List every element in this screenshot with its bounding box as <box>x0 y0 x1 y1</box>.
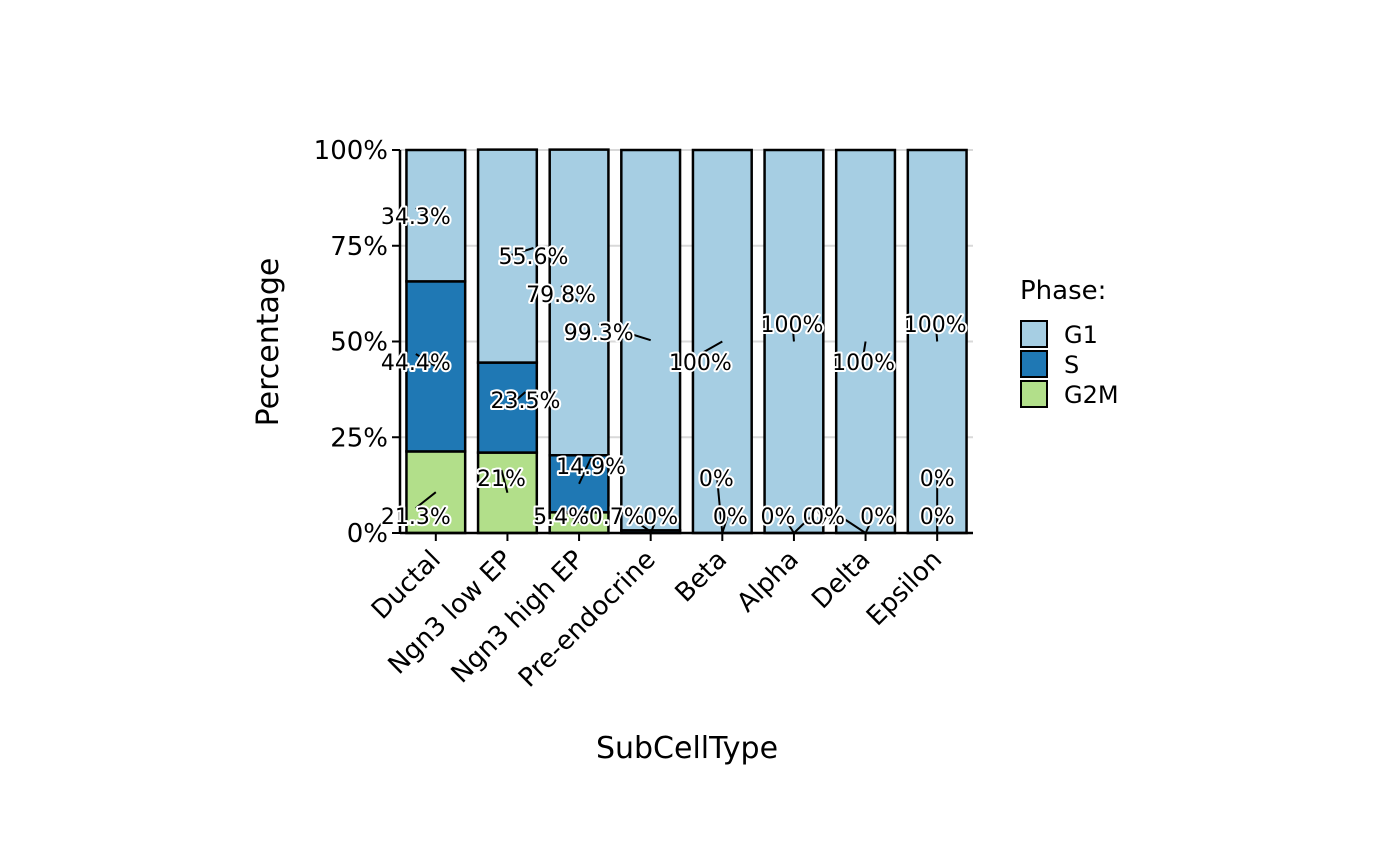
data-label-g2m: 21% <box>477 467 526 492</box>
data-label-g1: 99.3% <box>564 321 634 346</box>
y-tick-label: 100% <box>314 136 388 166</box>
label-leader-line <box>415 491 437 509</box>
x-tick-label: Beta <box>670 545 734 609</box>
data-label-g1: 100% <box>904 313 967 338</box>
label-leader-line <box>699 340 723 355</box>
data-label-g1: 100% <box>760 313 823 338</box>
y-tick-label: 75% <box>330 232 388 262</box>
x-tick-label: Alpha <box>731 545 804 618</box>
legend-label-s: S <box>1064 351 1079 379</box>
data-label-g2m: 21.3% <box>381 505 451 530</box>
data-label-s: 14.9% <box>556 455 626 480</box>
data-label-g2m: 0% <box>713 505 748 530</box>
data-label-s: 0% <box>810 505 845 530</box>
label-leader-line <box>649 507 662 534</box>
x-tick-label: Ngn3 low EP <box>383 545 519 681</box>
data-label-g2m: 0% <box>920 505 955 530</box>
data-label-g1: 55.6% <box>498 245 568 270</box>
legend-label-g2m: G2M <box>1064 381 1119 409</box>
data-label-g1: 79.8% <box>526 283 596 308</box>
legend-swatch-s <box>1020 350 1048 378</box>
data-label-s: 0% <box>760 505 795 530</box>
y-tick-label: 0% <box>347 519 388 549</box>
bar-g1-2 <box>548 148 610 457</box>
label-leader-line <box>507 247 534 258</box>
label-leader-line <box>721 507 732 534</box>
data-label-g2m: 0% <box>802 505 837 530</box>
data-label-s: 0.7% <box>589 505 645 530</box>
data-labels: 34.3% 44.4% 21.3% 55.6% 23.5% 21% 79.8% 14.9% 5.… <box>379 203 969 534</box>
label-leader-line <box>415 353 437 368</box>
data-label-g2m: 0% <box>860 505 895 530</box>
data-label-g2m: 0% <box>643 505 678 530</box>
data-label-g1: 100% <box>669 351 732 376</box>
data-label-s: 0% <box>920 467 955 492</box>
label-leader-line <box>715 469 724 534</box>
x-tick-label: Epsilon <box>861 545 948 632</box>
label-leader-line <box>864 507 879 534</box>
legend-swatch-g2m <box>1020 380 1048 408</box>
bars <box>405 148 968 535</box>
label-leader-line <box>616 507 652 533</box>
label-leader-line <box>790 315 795 342</box>
y-tick-label: 50% <box>330 328 388 358</box>
y-axis-title: Percentage <box>251 258 286 427</box>
legend-swatch-g1 <box>1020 320 1048 348</box>
bar-g1-0 <box>405 148 467 283</box>
data-label-g1: 100% <box>832 351 895 376</box>
label-leader-line <box>777 507 795 534</box>
label-leader-line <box>560 507 580 524</box>
label-leader-line <box>598 323 651 342</box>
label-leader-line <box>934 315 939 342</box>
label-leader-line <box>578 457 592 485</box>
label-leader-line <box>506 391 527 409</box>
bar-g2m-0 <box>405 450 467 535</box>
data-label-g1: 34.3% <box>381 205 451 230</box>
legend-title: Phase: <box>1020 276 1106 306</box>
label-leader-line <box>827 507 867 534</box>
label-leader-line <box>560 285 580 304</box>
bar-s-0 <box>405 280 467 453</box>
data-label-s: 23.5% <box>490 389 560 414</box>
label-leader-line <box>500 469 509 494</box>
label-leader-line <box>862 341 867 355</box>
legend-label-g1: G1 <box>1064 321 1098 349</box>
label-leader-line <box>793 507 821 534</box>
data-label-s: 44.4% <box>381 351 451 376</box>
x-axis-title: SubCellType <box>596 731 778 766</box>
y-tick-label: 25% <box>330 423 388 453</box>
label-leader-line <box>415 207 437 217</box>
data-label-s: 0% <box>699 467 734 492</box>
data-label-g2m: 5.4% <box>533 505 589 530</box>
